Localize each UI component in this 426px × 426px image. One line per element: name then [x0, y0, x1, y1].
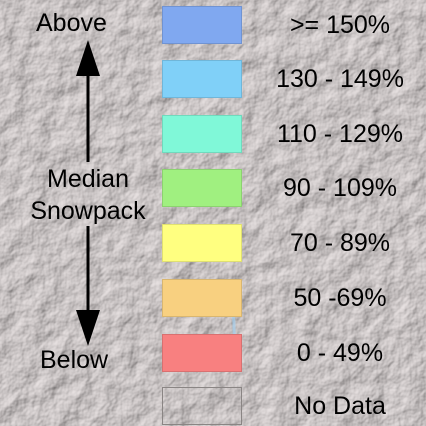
swatch-150-plus [162, 6, 242, 44]
swatch-70-89 [162, 224, 242, 262]
range-label-130-149: 130 - 149% [276, 65, 404, 93]
swatch-110-129 [162, 115, 242, 153]
swatch-0-49 [162, 334, 242, 372]
range-label-150-plus: >= 150% [289, 11, 391, 39]
swatch-no-data [162, 387, 242, 425]
range-label-110-129: 110 - 129% [276, 120, 403, 148]
range-label-0-49: 0 - 49% [296, 339, 384, 367]
range-label-50-69: 50 -69% [293, 284, 387, 312]
swatch-130-149 [162, 60, 242, 98]
median-label-line2: Snowpack [30, 197, 146, 225]
range-label-no-data: No Data [294, 392, 386, 420]
below-label: Below [40, 346, 109, 374]
median-label-line1: Median [47, 165, 129, 193]
double-arrow-icon [76, 40, 100, 346]
range-label-90-109: 90 - 109% [283, 174, 397, 202]
median-snowpack-label: Median Snowpack [18, 163, 158, 227]
swatch-50-69 [162, 279, 242, 317]
swatch-90-109 [162, 169, 242, 207]
range-label-70-89: 70 - 89% [289, 229, 391, 257]
above-label: Above [36, 9, 107, 37]
